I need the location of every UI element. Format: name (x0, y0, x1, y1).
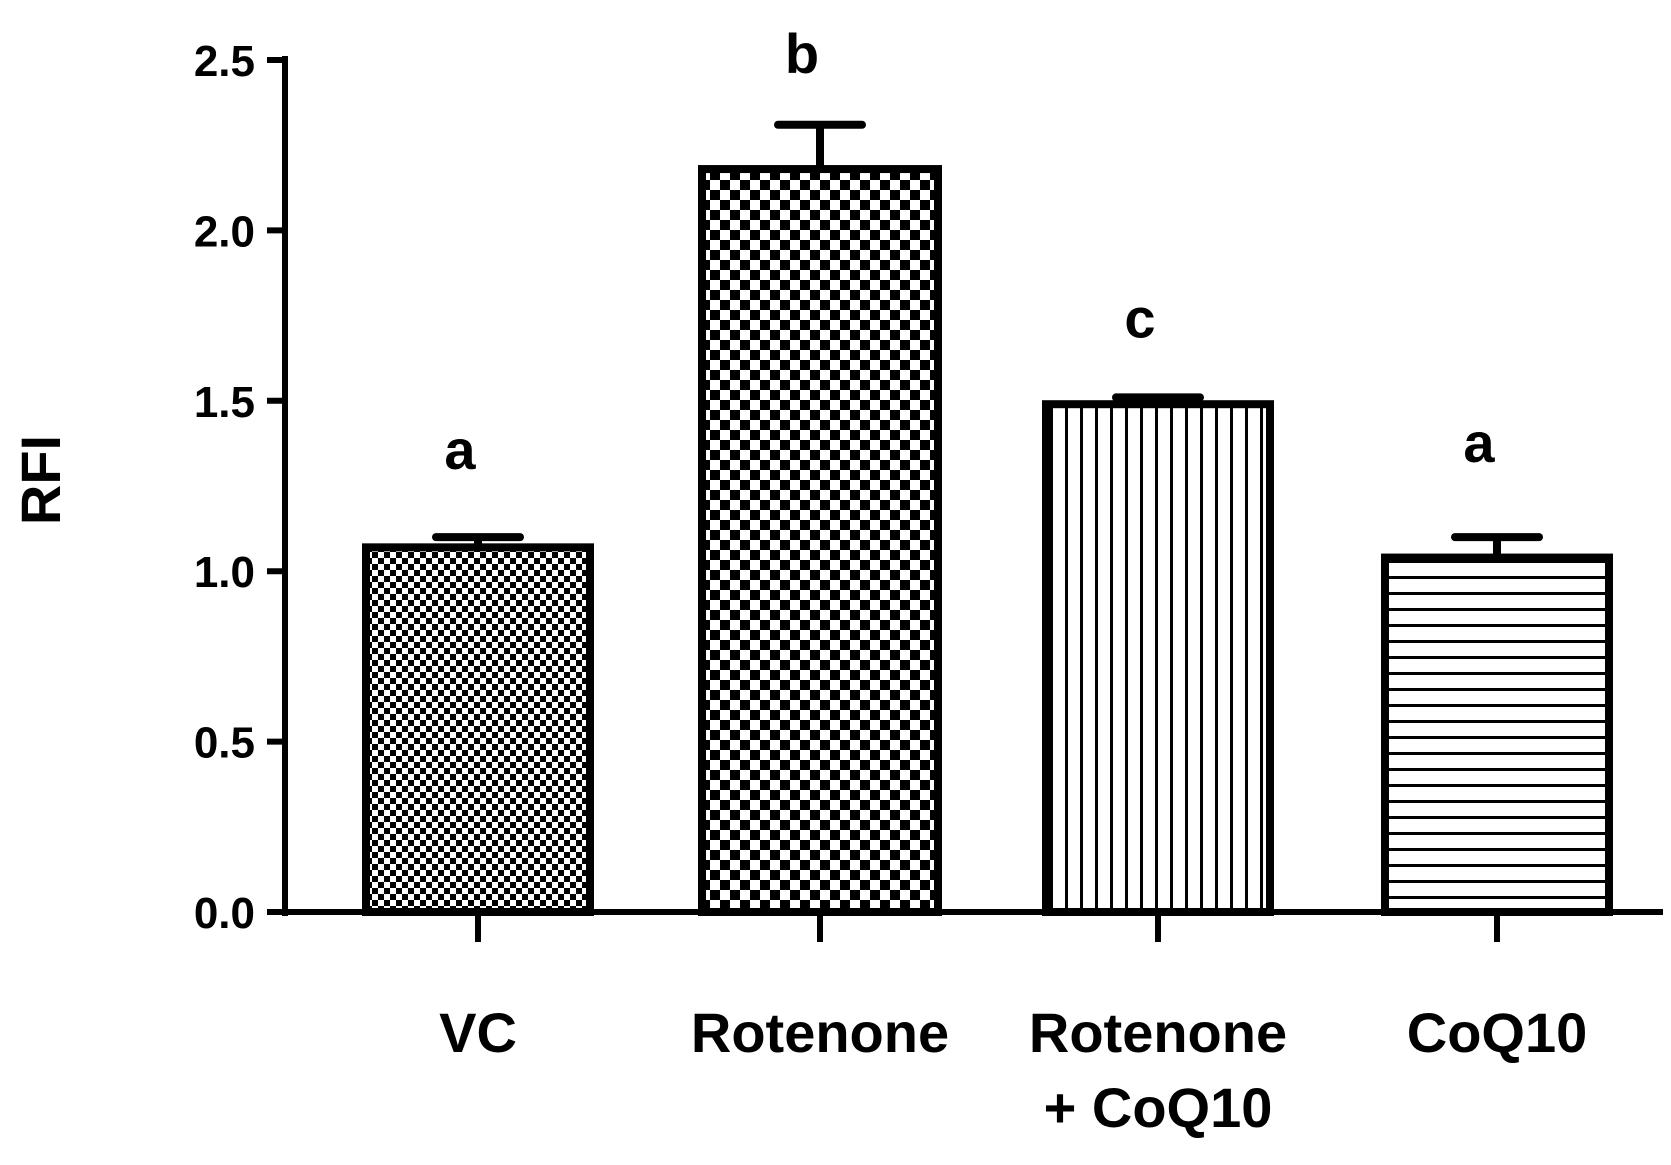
y-axis: 0.0 0.5 1.0 1.5 2.0 2.5 (194, 37, 288, 938)
category-label-line: VC (439, 1001, 517, 1064)
category-label: Rotenone + CoQ10 (1029, 1001, 1287, 1139)
category-labels: VC Rotenone Rotenone + CoQ10 CoQ10 (439, 1001, 1587, 1139)
x-axis (282, 909, 1663, 942)
category-label-line: Rotenone (691, 1001, 949, 1064)
y-tick-label: 0.5 (194, 719, 255, 768)
significance-letter: a (444, 418, 476, 481)
significance-labels: a b c a (444, 22, 1495, 481)
bar (698, 165, 942, 916)
significance-letter: b (785, 22, 819, 85)
y-tick-label: 1.0 (194, 548, 255, 597)
bars (362, 120, 1613, 916)
category-label-line: Rotenone (1029, 1001, 1287, 1064)
category-label: VC (439, 1001, 517, 1064)
bar (1381, 553, 1613, 916)
significance-letter: a (1463, 411, 1495, 474)
y-tick-label: 0.0 (194, 889, 255, 938)
y-tick-label: 2.5 (194, 37, 255, 86)
y-tick-label: 1.5 (194, 378, 255, 427)
category-label-line: CoQ10 (1407, 1001, 1588, 1064)
category-label: Rotenone (691, 1001, 949, 1064)
bar (362, 543, 594, 916)
category-label-line: + CoQ10 (1044, 1076, 1273, 1139)
y-axis-title: RFI (9, 435, 72, 525)
category-label: CoQ10 (1407, 1001, 1588, 1064)
bar (1042, 400, 1274, 916)
significance-letter: c (1124, 286, 1155, 349)
y-tick-label: 2.0 (194, 207, 255, 256)
